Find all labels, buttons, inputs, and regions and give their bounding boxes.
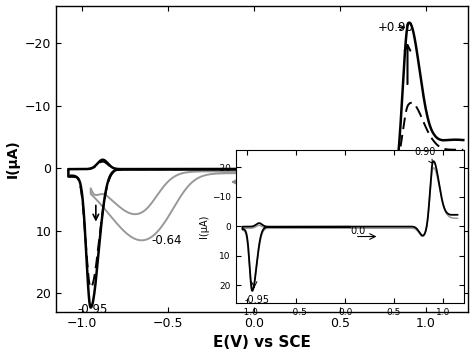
X-axis label: E(V) vs SCE: E(V) vs SCE	[213, 335, 311, 350]
Text: -0.64: -0.64	[151, 234, 182, 247]
Text: +0.90: +0.90	[377, 21, 413, 34]
Y-axis label: I(μA): I(μA)	[6, 140, 19, 178]
Text: -0.95: -0.95	[77, 303, 108, 316]
